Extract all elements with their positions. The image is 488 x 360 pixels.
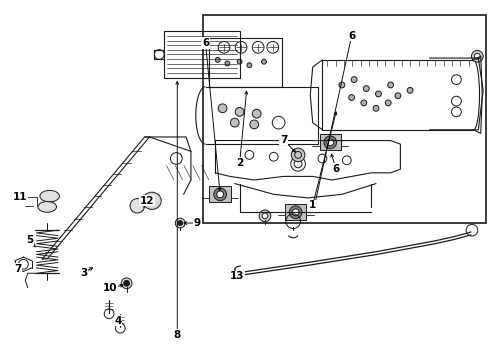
- Circle shape: [372, 105, 378, 111]
- Circle shape: [261, 59, 266, 64]
- Text: 9: 9: [193, 218, 200, 228]
- Circle shape: [387, 82, 393, 88]
- Circle shape: [249, 120, 258, 129]
- Circle shape: [259, 210, 270, 222]
- Text: 3: 3: [80, 267, 87, 278]
- Bar: [319, 134, 340, 150]
- Text: 5: 5: [26, 235, 34, 245]
- Text: 7: 7: [14, 264, 21, 274]
- Text: 10: 10: [103, 283, 118, 293]
- Text: 11: 11: [13, 192, 28, 202]
- Circle shape: [470, 50, 482, 62]
- Text: 12: 12: [140, 196, 154, 206]
- Circle shape: [375, 91, 381, 97]
- Circle shape: [178, 221, 182, 225]
- Circle shape: [363, 86, 368, 91]
- Circle shape: [360, 100, 366, 106]
- Circle shape: [350, 77, 356, 82]
- Text: 2: 2: [236, 158, 243, 168]
- Circle shape: [338, 82, 344, 88]
- Text: 7: 7: [279, 135, 286, 145]
- Circle shape: [394, 93, 400, 99]
- Bar: [209, 186, 230, 202]
- Circle shape: [218, 104, 226, 113]
- Circle shape: [292, 209, 299, 216]
- Text: 6: 6: [202, 38, 209, 48]
- Circle shape: [237, 59, 242, 64]
- Circle shape: [215, 58, 220, 62]
- Circle shape: [262, 213, 267, 219]
- Bar: [203, 15, 485, 223]
- Circle shape: [216, 191, 223, 198]
- Ellipse shape: [38, 202, 56, 212]
- Circle shape: [291, 148, 305, 162]
- Circle shape: [407, 87, 412, 93]
- Ellipse shape: [142, 192, 161, 210]
- Ellipse shape: [130, 199, 144, 213]
- Circle shape: [246, 63, 251, 68]
- Bar: [285, 204, 306, 220]
- Circle shape: [230, 118, 239, 127]
- Circle shape: [326, 139, 333, 146]
- Circle shape: [473, 53, 479, 59]
- Text: 6: 6: [347, 31, 355, 41]
- Text: 6: 6: [332, 163, 339, 174]
- Text: 4: 4: [114, 316, 122, 326]
- Circle shape: [235, 108, 244, 116]
- Circle shape: [252, 109, 261, 118]
- Circle shape: [121, 278, 132, 289]
- Circle shape: [323, 136, 336, 149]
- Ellipse shape: [40, 190, 59, 202]
- Circle shape: [123, 280, 129, 286]
- Circle shape: [348, 95, 354, 100]
- Circle shape: [224, 61, 229, 66]
- Circle shape: [385, 100, 390, 106]
- Circle shape: [213, 188, 226, 201]
- Text: 13: 13: [229, 271, 244, 281]
- Text: 1: 1: [308, 200, 316, 210]
- Circle shape: [289, 206, 302, 219]
- Circle shape: [175, 218, 184, 228]
- Text: 8: 8: [173, 330, 181, 340]
